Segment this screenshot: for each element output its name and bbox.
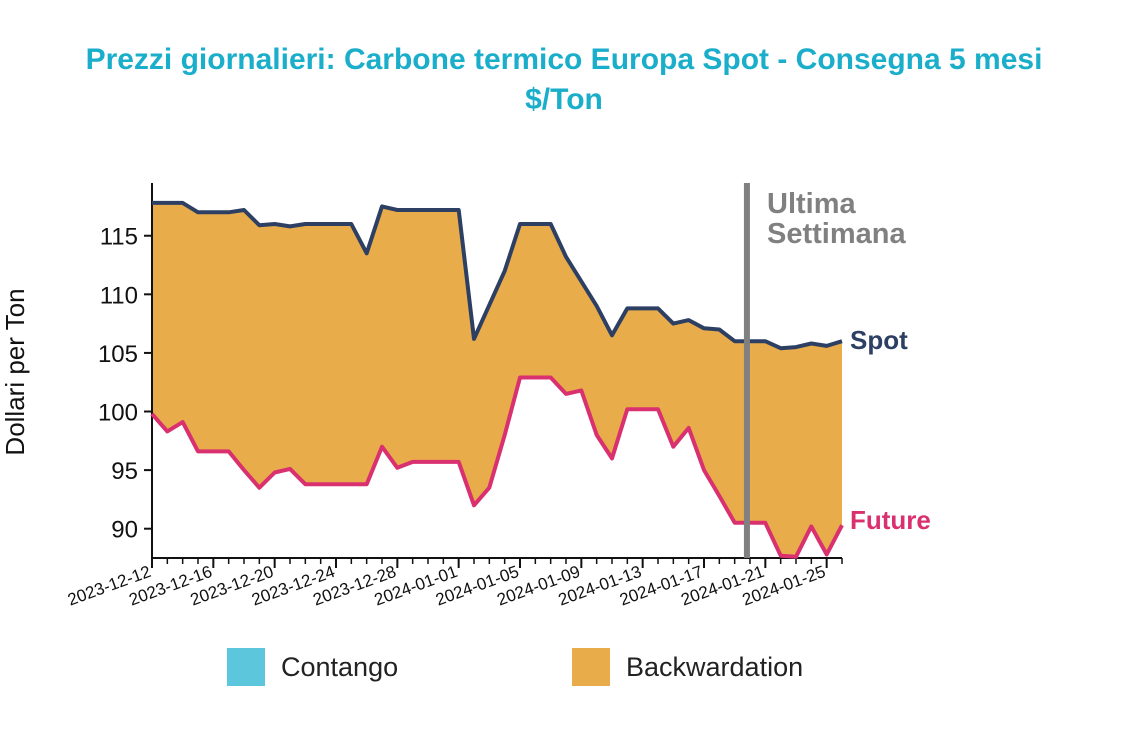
series-label-future: Future	[850, 505, 931, 535]
legend-label-backwardation: Backwardation	[626, 651, 804, 682]
legend-swatch-contango	[227, 648, 265, 686]
legend-item-contango: Contango	[227, 648, 398, 686]
series-label-spot: Spot	[850, 325, 908, 355]
y-axis-label: Dollari per Ton	[0, 288, 30, 455]
chart-title-line: Prezzi giornalieri: Carbone termico Euro…	[85, 43, 1043, 76]
last-week-label-line2: Settimana	[767, 218, 906, 250]
last-week-label-line1: Ultima	[767, 188, 857, 220]
y-tick-label: 110	[100, 282, 138, 309]
x-ticks: 2023-12-122023-12-162023-12-202023-12-24…	[65, 558, 843, 610]
legend-label-contango: Contango	[281, 651, 399, 682]
legend-swatch-backwardation	[572, 648, 610, 686]
y-tick-label: 100	[98, 400, 138, 427]
chart-canvas: 90 95 100 105 110 115 2023-12-122023-12-16202…	[0, 183, 931, 610]
y-tick-label: 90	[111, 517, 138, 544]
backwardation-area	[152, 202, 842, 557]
area-layer	[152, 202, 842, 557]
y-tick-label: 105	[98, 341, 138, 368]
y-ticks: 90 95 100 105 110 115	[98, 224, 152, 544]
y-tick-label: 95	[111, 458, 138, 485]
axes-layer	[151, 183, 842, 559]
legend-item-backwardation: Backwardation	[572, 648, 803, 686]
chart-title: Prezzi giornalieri: Carbone termico Euro…	[0, 40, 1128, 120]
future-line	[150, 375, 844, 559]
y-tick-label: 115	[100, 224, 138, 251]
chart-subtitle: $/Ton	[525, 83, 603, 116]
